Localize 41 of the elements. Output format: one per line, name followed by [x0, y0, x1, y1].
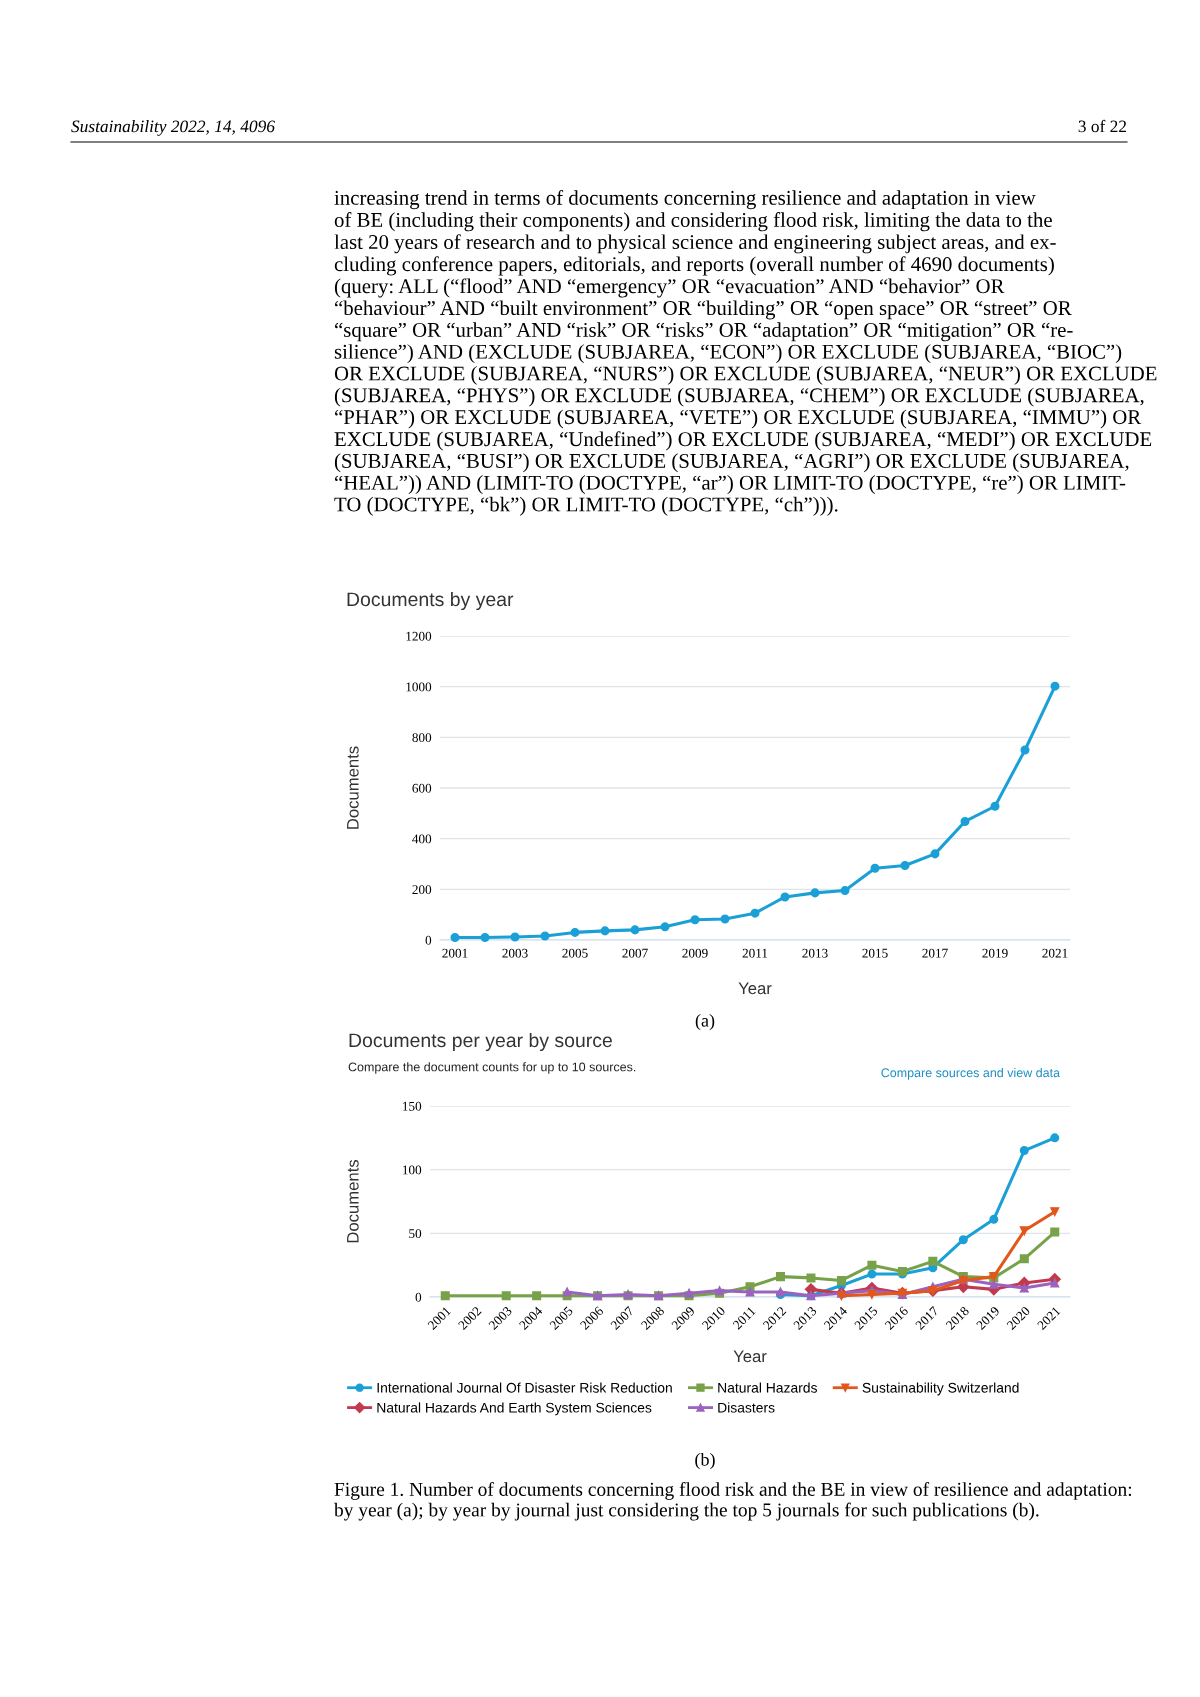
text: (b) [695, 1453, 715, 1470]
legend-label: Natural Hazards [718, 1382, 817, 1393]
y-tick-label: 200 [412, 885, 432, 895]
y-tick-label: 0 [425, 935, 432, 945]
x-tick-label: 2009 [682, 948, 708, 958]
y-tick-label: 50 [409, 1229, 422, 1239]
x-tick-label: 2019 [982, 948, 1008, 958]
y-tick-label: 800 [412, 733, 432, 743]
chart-title: Documents per year by source [349, 1032, 612, 1052]
y-tick-label: 400 [412, 834, 432, 844]
y-tick-label: 0 [415, 1292, 422, 1302]
y-tick-label: 150 [403, 1101, 422, 1111]
x-tick-label: 2007 [622, 948, 648, 958]
y-tick-label: 1000 [406, 682, 432, 692]
caption: Figure 1. Number of documents concerning flood risk and the BE in view of resilience and adaptation: by year (a); by year by journal just considering the top 5 journals for such publications (b). [334, 1482, 1132, 1521]
x-tick-label: 2021 [1042, 948, 1068, 958]
text: (a) [695, 1014, 715, 1031]
y-tick-label: 600 [412, 783, 432, 793]
x-tick-label: 2013 [802, 948, 828, 958]
y-axis-title: Documents [347, 746, 359, 829]
legend-label: International Journal Of Disaster Risk Reduction [377, 1382, 672, 1393]
text: increasing trend in terms of documents concerning resilience and adaptation in view of BE (including their components) and considering flood risk, limiting the data to the last 20 years of research and to physical science and engineering subject areas, and ex- cluding conference papers, editorials, and reports (overall number of 4690 documents) (query: ALL (“flood” AND “emergency” OR “evacuation” AND “behavior” OR “behaviour” AND “built environment” OR “building” OR “open space” OR “street” OR “square” OR “urban” AND “risk” OR “risks” OR “adaptation” OR “mitigation” OR “re- silience”) AND (EXCLUDE (SUBJAREA, “ECON”) OR EXCLUDE (SUBJAREA, “BIOC”) OR EXCLUDE (SUBJAREA, “NURS”) OR EXCLUDE (SUBJAREA, “NEUR”) OR EXCLUDE (SUBJAREA, “PHYS”) OR EXCLUDE (SUBJAREA, “CHEM”) OR EXCLUDE (SUBJAREA, “PHAR”) OR EXCLUDE (SUBJAREA, “VETE”) OR EXCLUDE (SUBJAREA, “IMMU”) OR EXCLUDE (SUBJAREA, “Undefined”) OR EXCLUDE (SUBJAREA, “MEDI”) OR EXCLUDE (SUBJAREA, “BUSI”) OR EXCLUDE (SUBJAREA, “AGRI”) OR EXCLUDE (SUBJAREA, “HEAL”)) AND (LIMIT-TO (DOCTYPE, “ar”) OR LIMIT-TO (DOCTYPE, “re”) OR LIMIT- TO (DOCTYPE, “bk”) OR LIMIT-TO (DOCTYPE, “ch”))). [334, 190, 1157, 516]
x-tick-label: 2011 [742, 948, 768, 958]
x-tick-label: 2015 [862, 948, 888, 958]
x-tick-label: 2017 [922, 948, 948, 958]
text: Sustainability 2022, 14, 4096 [71, 120, 275, 136]
x-axis-title: Year [738, 982, 772, 995]
text: Compare sources and view data [881, 1068, 1061, 1080]
y-tick-label: 100 [403, 1165, 422, 1175]
y-axis-title: Documents [347, 1159, 359, 1243]
legend-label: Sustainability Switzerland [862, 1382, 1019, 1396]
x-tick-label: 2001 [442, 948, 468, 958]
y-tick-label: 1200 [406, 631, 432, 641]
chart-subtitle: Compare the document counts for up to 10 sources. [348, 1062, 636, 1074]
x-tick-label: 2005 [562, 948, 588, 958]
text: 3 of 22 [1078, 119, 1127, 133]
chart-title: Documents by year [347, 591, 514, 611]
legend-label: Natural Hazards And Earth System Sciences [377, 1402, 652, 1416]
x-tick-label: 2003 [502, 948, 528, 958]
legend-label: Disasters [718, 1402, 775, 1413]
x-axis-title: Year [733, 1350, 767, 1363]
